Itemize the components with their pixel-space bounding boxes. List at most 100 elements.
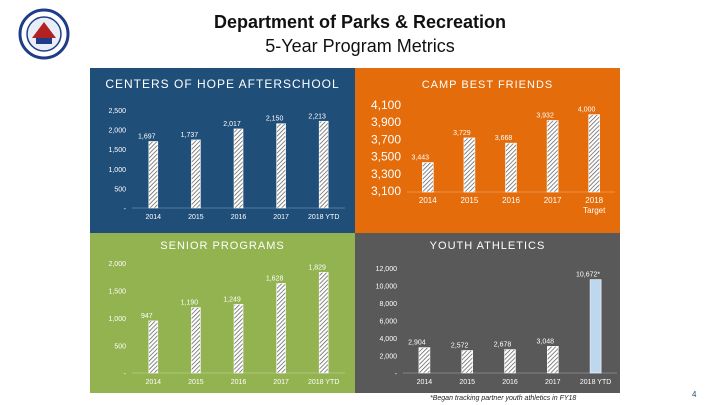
x-tick-label: 2017 [273,379,289,386]
senior-programs-chart: SENIOR PROGRAMS - 500 1,000 1,500 2,000 947 201… [108,240,345,386]
y-tick-label: 3,300 [371,167,401,181]
bar [589,279,602,374]
data-label: 4,000 [578,107,596,114]
x-tick-label: 2017 [544,196,562,205]
x-tick-label: 2017 [273,214,289,221]
data-label: 1,697 [138,133,156,140]
data-label: 3,668 [495,135,513,142]
data-label: 1,628 [266,275,284,282]
y-tick-label: - [395,371,398,378]
y-tick-label: 1,000 [108,316,126,323]
data-label: 3,443 [412,155,430,162]
bar [546,120,559,193]
y-tick-label: 6,000 [379,319,397,326]
bar [276,123,286,209]
bar [148,320,159,374]
data-label: 2,213 [308,113,326,120]
bar [461,350,473,374]
y-tick-label: 2,500 [108,108,126,115]
data-label: 947 [141,313,153,320]
youth-athletics-chart: YOUTH ATHLETICS - 2,000 4,000 6,000 8,000 10,0… [376,240,617,386]
data-label: 3,932 [536,112,554,119]
data-label: 1,190 [181,300,199,307]
x-tick-label: 2018 YTD [308,379,339,386]
data-label: 2,572 [451,342,469,349]
data-label: 3,048 [537,338,555,345]
x-tick-label: 2017 [545,379,561,386]
data-label: 2,904 [408,340,426,347]
x-tick-label: 2016 [231,379,247,386]
chart-title: CENTERS OF HOPE AFTERSCHOOL [105,77,339,91]
data-label: 1,737 [181,132,199,139]
y-tick-label: 2,000 [379,354,397,361]
x-tick-label: 2014 [146,379,162,386]
y-tick-label: - [124,371,127,378]
bar [233,304,244,374]
data-label: 1,249 [223,296,241,303]
x-tick-label: 2015 [188,379,204,386]
data-label: 1,829 [308,264,326,271]
bar [318,120,329,209]
x-tick-label: 2015 [459,379,475,386]
city-seal-icon [18,8,70,60]
bar [504,349,516,374]
camp-best-friends-panel: CAMP BEST FRIENDS 3,100 3,300 3,500 3,700 3,9… [355,68,620,233]
page-number: 4 [692,390,697,399]
y-tick-label: 3,100 [371,184,401,198]
y-tick-label: 3,500 [371,150,401,164]
x-tick-label: 2016 [502,379,518,386]
bar [588,114,600,193]
bar [422,162,434,193]
y-tick-label: - [124,206,127,213]
y-tick-label: 2,000 [108,261,126,268]
data-label: 2,017 [223,121,241,128]
y-tick-label: 3,900 [371,115,401,129]
x-tick-label: 2016 [231,214,247,221]
bar [318,272,329,374]
y-tick-label: 12,000 [376,266,398,273]
camp-best-friends-chart: CAMP BEST FRIENDS 3,100 3,300 3,500 3,700 3,9… [371,79,615,215]
data-label: 10,672* [576,272,600,279]
y-tick-label: 4,000 [379,336,397,343]
chart-title: CAMP BEST FRIENDS [422,79,554,91]
x-tick-label: 2018 Target [583,196,606,215]
y-tick-label: 1,000 [108,167,126,174]
bar [276,283,286,374]
centers-of-hope-panel: CENTERS OF HOPE AFTERSCHOOL - 500 1,000 1,50… [90,68,355,233]
x-tick-label: 2014 [417,379,433,386]
data-label: 2,678 [494,342,512,349]
x-tick-label: 2016 [502,196,520,205]
data-label: 2,150 [266,116,284,123]
x-tick-label: 2018 YTD [308,214,339,221]
youth-footnote: *Began tracking partner youth athletics … [430,395,577,402]
page-title: Department of Parks & Recreation [213,12,507,32]
x-tick-label: 2014 [146,214,162,221]
data-label: 3,729 [453,130,471,137]
y-tick-label: 1,500 [108,289,126,296]
page-subtitle: 5-Year Program Metrics [265,36,455,56]
y-tick-label: 10,000 [376,284,398,291]
senior-programs-panel: SENIOR PROGRAMS - 500 1,000 1,500 2,000 947 201… [90,233,355,393]
bar [463,137,476,193]
youth-athletics-panel: YOUTH ATHLETICS - 2,000 4,000 6,000 8,000 10,0… [355,233,620,393]
y-tick-label: 8,000 [379,301,397,308]
y-tick-label: 4,100 [371,98,401,112]
centers-of-hope-chart: CENTERS OF HOPE AFTERSCHOOL - 500 1,000 1,50… [105,77,345,221]
x-tick-label: 2015 [461,196,479,205]
x-tick-label: 2015 [188,214,204,221]
y-tick-label: 1,500 [108,147,126,154]
y-tick-label: 3,700 [371,132,401,146]
bar [547,346,559,374]
bar [148,141,159,209]
bar [418,347,431,374]
bar [191,307,201,374]
y-tick-label: 500 [114,186,126,193]
x-tick-label: 2014 [419,196,437,205]
chart-title: YOUTH ATHLETICS [430,240,546,252]
chart-title: SENIOR PROGRAMS [160,240,284,252]
bar [505,142,517,193]
y-tick-label: 2,000 [108,128,126,135]
bar [191,139,201,209]
bar [233,128,244,209]
x-tick-label: 2018 YTD [580,379,611,386]
